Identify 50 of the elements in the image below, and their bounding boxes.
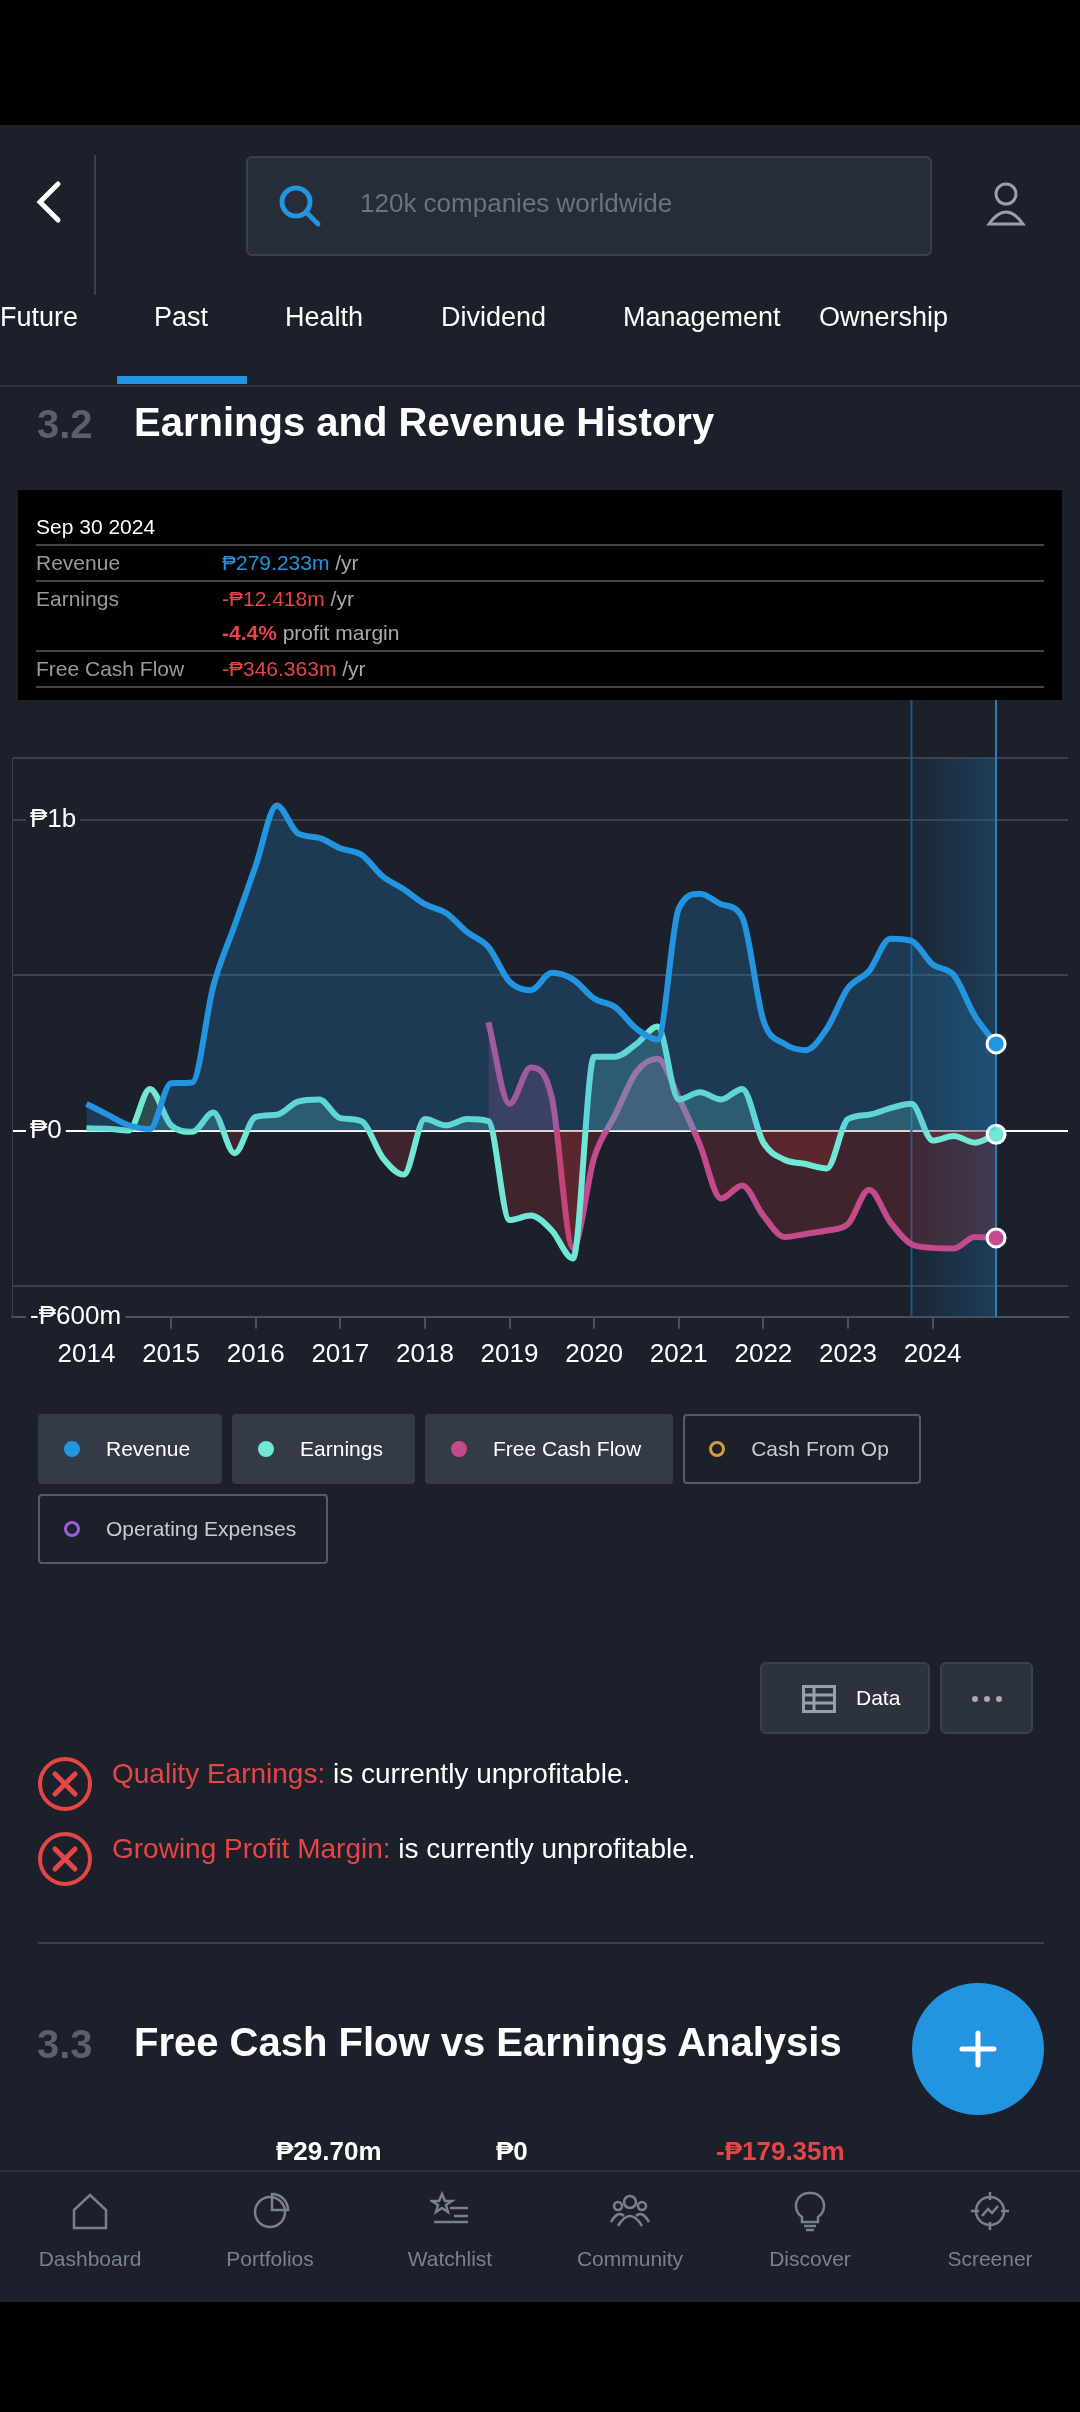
- x-tick-label: 2024: [903, 1337, 962, 1368]
- text: ₱279.233m /yr: [222, 551, 359, 574]
- text: Data: [856, 1686, 901, 1710]
- x-tick-label: 2023: [819, 1337, 877, 1368]
- text: Growing Profit Margin: is currently unprofitable.: [112, 1833, 696, 1864]
- text: Health: [285, 302, 364, 333]
- text: Earnings: [36, 587, 119, 610]
- text: Past: [154, 302, 209, 333]
- text: Portfolios: [225, 2247, 315, 2271]
- text: Free Cash Flow vs Earnings Analysis: [134, 2020, 842, 2065]
- legend-label: Cash From Op: [751, 1437, 889, 1461]
- chart-title: Earnings and Revenue History: [134, 400, 715, 445]
- text: -₱346.363m /yr: [222, 657, 366, 680]
- text: Watchlist: [406, 2247, 494, 2271]
- legend-label: Free Cash Flow: [492, 1437, 642, 1461]
- y-tick-label: ₱1b: [30, 803, 77, 834]
- text: -₱12.418m /yr: [222, 587, 354, 610]
- text: Community: [575, 2247, 685, 2271]
- text: Sep 30 2024: [36, 514, 157, 540]
- x-tick-label: 2019: [480, 1337, 539, 1368]
- text: ₱29.70m: [276, 2136, 382, 2167]
- y-tick-label: ₱0: [30, 1113, 62, 1144]
- x-tick-label: 2020: [565, 1337, 624, 1368]
- legend-label: Revenue: [106, 1437, 191, 1461]
- y-tick-label: -₱600m: [30, 1299, 122, 1330]
- legend-label: Operating Expenses: [106, 1517, 297, 1541]
- legend-label: Earnings: [300, 1437, 383, 1461]
- text: Free Cash Flow: [36, 657, 185, 680]
- text: Future: [0, 302, 79, 333]
- text: Ownership: [819, 302, 949, 333]
- x-tick-label: 2022: [734, 1337, 793, 1368]
- x-tick-label: 2015: [142, 1337, 200, 1368]
- text: Discover: [768, 2247, 852, 2271]
- text: Screener: [946, 2247, 1034, 2271]
- text: 3.2: [37, 402, 93, 447]
- text: Quality Earnings: is currently unprofitable.: [112, 1758, 631, 1789]
- text: Revenue: [36, 551, 121, 574]
- text: Dashboard: [37, 2247, 143, 2271]
- x-tick-label: 2014: [57, 1337, 116, 1368]
- text: 120k companies worldwide: [360, 188, 673, 219]
- text: Management: [623, 302, 781, 333]
- text: Dividend: [441, 302, 547, 333]
- x-tick-label: 2017: [311, 1337, 370, 1368]
- x-tick-label: 2016: [226, 1337, 285, 1368]
- x-tick-label: 2021: [649, 1337, 708, 1368]
- text: -4.4% profit margin: [222, 621, 400, 644]
- text: ₱0: [496, 2136, 528, 2167]
- x-tick-label: 2018: [396, 1337, 454, 1368]
- text: 3.3: [37, 2022, 93, 2067]
- text: -₱179.35m: [716, 2136, 845, 2167]
